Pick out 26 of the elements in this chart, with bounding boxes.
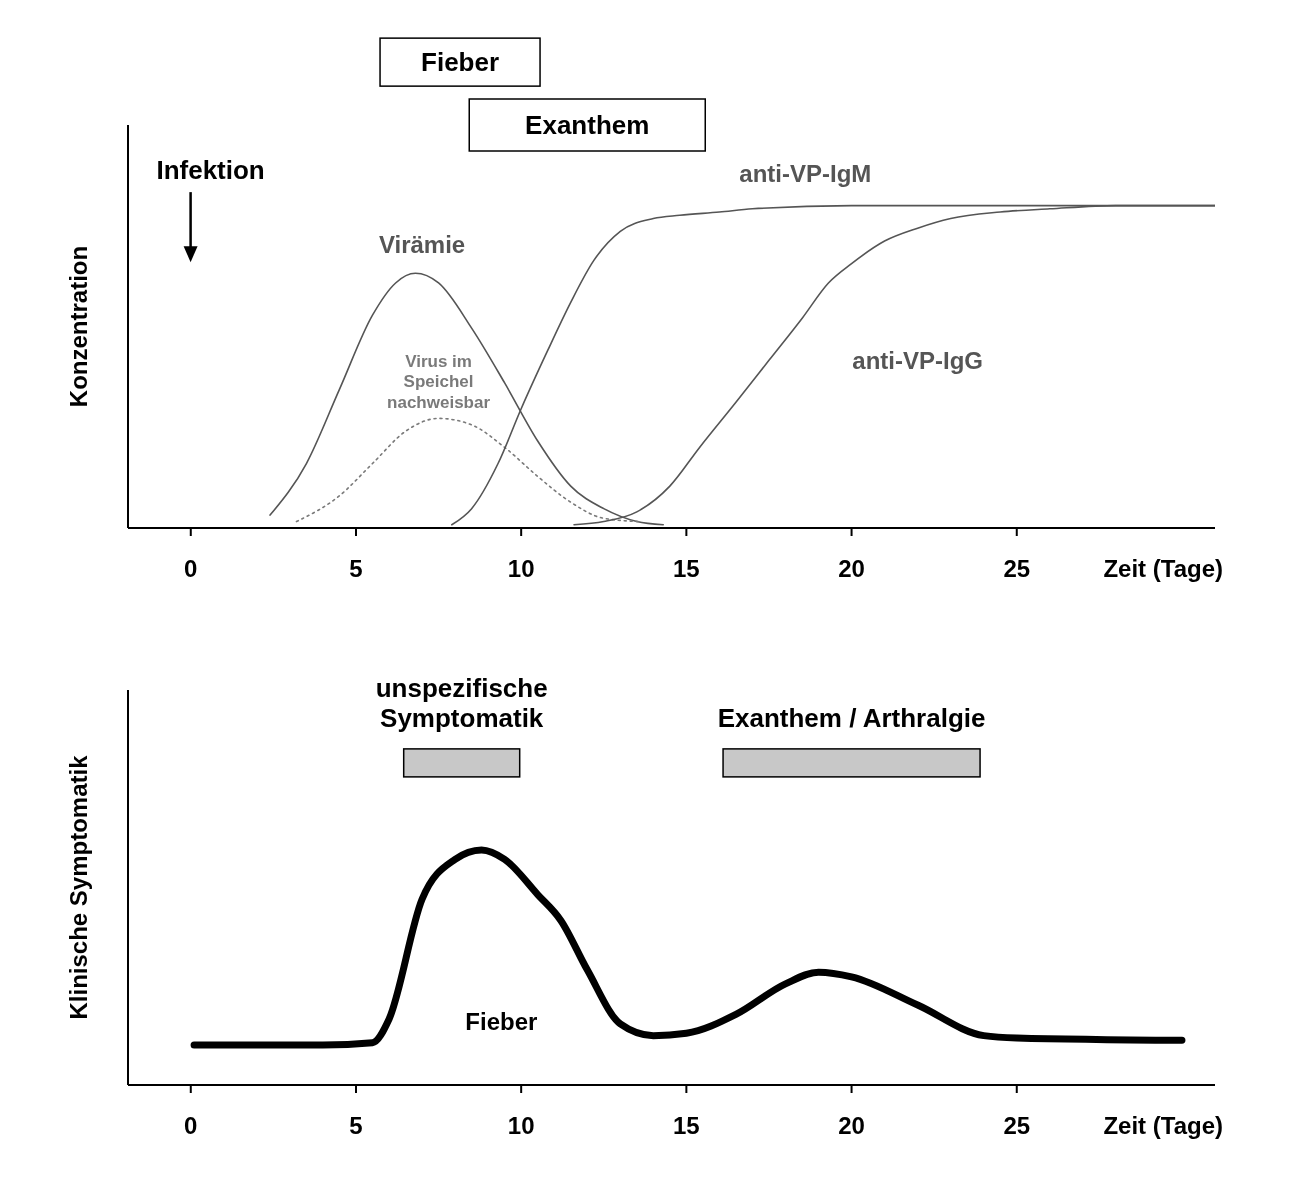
x-tick-label: 0 — [184, 555, 198, 583]
x-tick-label: 20 — [838, 555, 865, 583]
x-tick-label: 15 — [673, 1112, 700, 1140]
x-tick-label: 25 — [1003, 1112, 1031, 1140]
series-label: Virus im Speichel nachweisbar — [387, 351, 491, 412]
y-axis-title: Konzentration — [64, 245, 92, 408]
series-label: anti-VP-IgM — [739, 159, 872, 187]
x-tick-label: 10 — [507, 1112, 535, 1140]
series-label: Virämie — [378, 230, 466, 258]
text: unspezifische Symptomatik — [375, 672, 548, 733]
text: anti-VP-IgG — [852, 346, 983, 374]
x-tick-label: 25 — [1003, 555, 1031, 583]
x-tick-label: 10 — [507, 555, 535, 583]
x-tick-label: 15 — [673, 555, 700, 583]
text: Exanthem — [525, 110, 650, 140]
x-tick-label: 0 — [184, 1112, 198, 1140]
text: Fieber — [421, 47, 500, 78]
y-axis-title: Klinische Symptomatik — [64, 754, 92, 1020]
x-axis-title: Zeit (Tage) — [1103, 555, 1223, 582]
text: Infektion — [156, 155, 265, 186]
x-tick-label: 20 — [838, 1112, 865, 1140]
x-axis-title: Zeit (Tage) — [1103, 1112, 1223, 1139]
x-tick-label: 5 — [349, 555, 363, 583]
text: Exanthem / Arthralgie — [717, 702, 986, 733]
text: Fieber — [465, 1007, 538, 1035]
x-tick-label: 5 — [349, 1112, 363, 1140]
